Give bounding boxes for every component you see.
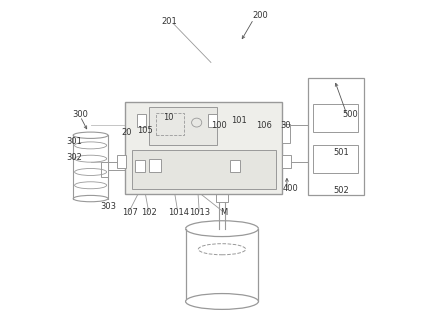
Text: 1013: 1013: [189, 208, 210, 217]
Bar: [313, 145, 358, 173]
Bar: [308, 78, 364, 195]
Text: 101: 101: [231, 116, 247, 125]
Bar: [216, 192, 228, 202]
Bar: [117, 155, 126, 169]
Text: 200: 200: [252, 11, 268, 20]
Text: 303: 303: [100, 202, 116, 211]
Text: 301: 301: [66, 137, 82, 146]
Text: 302: 302: [66, 153, 82, 162]
Bar: [132, 149, 276, 189]
Bar: [126, 102, 282, 194]
Bar: [149, 159, 161, 172]
Text: 1014: 1014: [168, 208, 189, 217]
Text: 500: 500: [343, 109, 358, 119]
Text: M: M: [220, 208, 227, 217]
Text: 105: 105: [137, 126, 153, 135]
Text: 400: 400: [282, 183, 298, 193]
Text: 106: 106: [257, 121, 272, 130]
Ellipse shape: [186, 294, 258, 309]
Text: 30: 30: [280, 121, 291, 130]
Text: 10: 10: [163, 113, 174, 122]
Text: 502: 502: [334, 186, 349, 195]
Text: 300: 300: [72, 110, 88, 119]
Bar: [155, 113, 184, 135]
Bar: [135, 160, 145, 172]
Bar: [313, 104, 358, 132]
Bar: [101, 162, 108, 177]
Bar: [282, 124, 290, 143]
Bar: [230, 160, 240, 172]
Bar: [282, 155, 291, 169]
Text: 20: 20: [121, 128, 131, 137]
Bar: [137, 114, 146, 127]
Ellipse shape: [73, 132, 108, 138]
Text: 100: 100: [211, 121, 227, 130]
Text: 107: 107: [122, 208, 138, 217]
Text: 501: 501: [334, 148, 349, 157]
Bar: [208, 114, 217, 127]
Text: 102: 102: [141, 208, 157, 217]
Bar: [149, 107, 217, 145]
Text: 201: 201: [162, 17, 178, 26]
